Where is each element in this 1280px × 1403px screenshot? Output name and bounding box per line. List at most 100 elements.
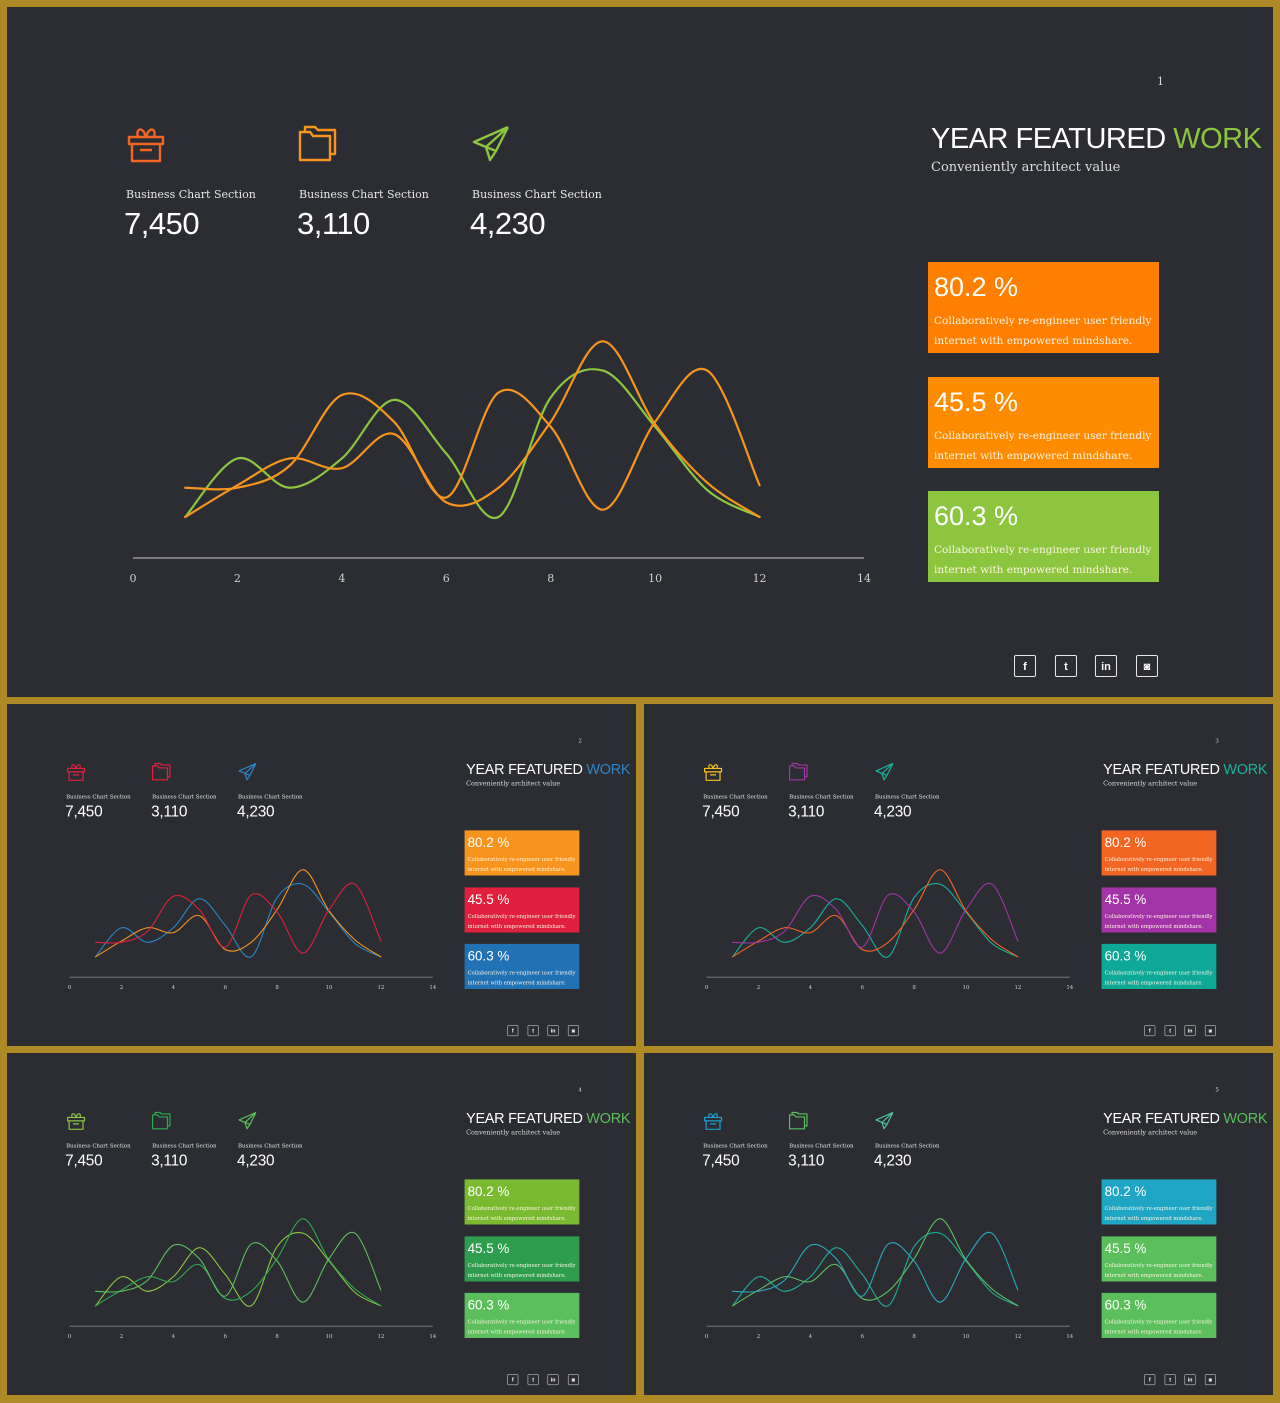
x-tick-label: 0 xyxy=(705,1334,709,1340)
stat-value: 7,450 xyxy=(65,1151,103,1169)
card-text: Collaboratively re-engineer user friendl… xyxy=(1104,1262,1213,1279)
facebook-icon[interactable]: f xyxy=(1144,1025,1156,1037)
slide-subtitle: Conveniently architect value xyxy=(1103,1128,1198,1137)
x-tick-label: 10 xyxy=(963,985,970,991)
facebook-icon[interactable]: f xyxy=(1144,1374,1156,1386)
linkedin-icon[interactable]: in xyxy=(1095,655,1117,677)
instagram-icon[interactable]: ◙ xyxy=(567,1374,579,1386)
x-tick-label: 14 xyxy=(1066,1334,1073,1340)
card-percent: 45.5 % xyxy=(1104,892,1147,908)
stat-label: Business Chart Section xyxy=(66,793,131,801)
page-number: 4 xyxy=(578,1086,582,1094)
twitter-icon[interactable]: t xyxy=(1164,1025,1176,1037)
stat-card: 80.2 % Collaboratively re-engineer user … xyxy=(464,830,580,876)
card-text: Collaboratively re-engineer user friendl… xyxy=(467,1319,576,1336)
x-tick-label: 4 xyxy=(172,985,176,991)
stat-card: 80.2 % Collaboratively re-engineer user … xyxy=(928,262,1159,353)
card-text: Collaboratively re-engineer user friendl… xyxy=(934,544,1152,576)
linkedin-icon[interactable]: in xyxy=(547,1025,559,1037)
card-percent: 60.3 % xyxy=(1104,948,1147,964)
slide: 5 YEAR FEATURED WORK Conveniently archit… xyxy=(644,1053,1273,1395)
folder-icon xyxy=(151,762,171,781)
stat-item: Business Chart Section 7,450 xyxy=(702,1110,786,1169)
card-text: Collaboratively re-engineer user friendl… xyxy=(467,856,576,873)
instagram-icon[interactable]: ◙ xyxy=(1204,1374,1216,1386)
x-tick-label: 8 xyxy=(912,985,916,991)
stat-item: Business Chart Section 7,450 xyxy=(702,761,786,820)
stat-label: Business Chart Section xyxy=(152,1142,217,1150)
stat-value: 4,230 xyxy=(237,1151,275,1169)
stat-label: Business Chart Section xyxy=(66,1142,131,1150)
slide-title: YEAR FEATURED WORK xyxy=(931,123,1262,156)
x-tick-label: 12 xyxy=(1014,985,1021,991)
stat-label: Business Chart Section xyxy=(238,1142,303,1150)
title-accent-word: WORK xyxy=(1173,123,1262,155)
card-percent: 60.3 % xyxy=(467,948,510,964)
series-line xyxy=(94,1232,382,1307)
x-tick-label: 6 xyxy=(443,572,450,585)
card-text: Collaboratively re-engineer user friendl… xyxy=(1104,970,1213,987)
x-tick-label: 8 xyxy=(912,1334,916,1340)
x-tick-label: 0 xyxy=(68,985,72,991)
x-tick-label: 12 xyxy=(753,572,767,585)
x-tick-label: 10 xyxy=(963,1334,970,1340)
twitter-icon[interactable]: t xyxy=(527,1025,539,1037)
x-tick-label: 2 xyxy=(234,572,241,585)
card-percent: 60.3 % xyxy=(467,1297,510,1313)
linkedin-icon[interactable]: in xyxy=(1184,1025,1196,1037)
card-percent: 80.2 % xyxy=(467,835,510,851)
facebook-icon[interactable]: f xyxy=(507,1374,519,1386)
paper-plane-icon xyxy=(238,1111,257,1130)
x-tick-label: 6 xyxy=(861,985,865,991)
x-tick-label: 2 xyxy=(757,985,760,991)
series-line xyxy=(731,1231,1019,1303)
x-tick-label: 10 xyxy=(648,572,662,585)
card-text: Collaboratively re-engineer user friendl… xyxy=(934,315,1152,347)
folder-icon xyxy=(788,1111,808,1130)
instagram-icon[interactable]: ◙ xyxy=(567,1025,579,1037)
stat-item: Business Chart Section 3,110 xyxy=(788,761,872,820)
x-tick-label: 14 xyxy=(429,1334,436,1340)
x-tick-label: 2 xyxy=(120,985,123,991)
card-percent: 45.5 % xyxy=(934,387,1019,417)
card-percent: 45.5 % xyxy=(1104,1241,1147,1257)
linkedin-icon[interactable]: in xyxy=(547,1374,559,1386)
facebook-icon[interactable]: f xyxy=(507,1025,519,1037)
instagram-icon[interactable]: ◙ xyxy=(1136,655,1158,677)
slide-subtitle: Conveniently architect value xyxy=(466,779,561,788)
card-percent: 45.5 % xyxy=(467,1241,510,1257)
facebook-icon[interactable]: f xyxy=(1014,655,1036,677)
title-main: YEAR FEATURED xyxy=(1103,761,1224,778)
paper-plane-icon xyxy=(238,762,257,781)
twitter-icon[interactable]: t xyxy=(527,1374,539,1386)
stat-value: 4,230 xyxy=(874,1151,912,1169)
folder-icon xyxy=(788,762,808,781)
card-percent: 80.2 % xyxy=(1104,835,1147,851)
stat-label: Business Chart Section xyxy=(703,1142,768,1150)
stat-value: 3,110 xyxy=(151,1151,188,1169)
stat-label: Business Chart Section xyxy=(875,1142,940,1150)
x-tick-label: 0 xyxy=(705,985,709,991)
x-tick-label: 2 xyxy=(757,1334,760,1340)
x-tick-label: 8 xyxy=(547,572,554,585)
slide-subtitle: Conveniently architect value xyxy=(1103,779,1198,788)
series-line xyxy=(94,1218,382,1307)
slide: 2 YEAR FEATURED WORK Conveniently archit… xyxy=(7,704,636,1046)
stat-label: Business Chart Section xyxy=(789,793,854,801)
title-accent-word: WORK xyxy=(586,761,631,778)
instagram-icon[interactable]: ◙ xyxy=(1204,1025,1216,1037)
linkedin-icon[interactable]: in xyxy=(1184,1374,1196,1386)
series-line xyxy=(184,368,761,520)
gift-box-icon xyxy=(127,128,165,163)
line-chart: 0 2 4 6 8 10 12 14 xyxy=(68,869,437,991)
x-tick-label: 12 xyxy=(1014,1334,1021,1340)
stat-item: Business Chart Section 4,230 xyxy=(874,1110,958,1169)
card-text: Collaboratively re-engineer user friendl… xyxy=(467,970,576,987)
twitter-icon[interactable]: t xyxy=(1055,655,1077,677)
x-tick-label: 6 xyxy=(224,1334,228,1340)
twitter-icon[interactable]: t xyxy=(1164,1374,1176,1386)
slide-content: 5 YEAR FEATURED WORK Conveniently archit… xyxy=(644,1053,1273,1395)
series-line xyxy=(94,883,382,958)
series-line xyxy=(731,1232,1019,1307)
stat-card: 45.5 % Collaboratively re-engineer user … xyxy=(464,887,580,933)
